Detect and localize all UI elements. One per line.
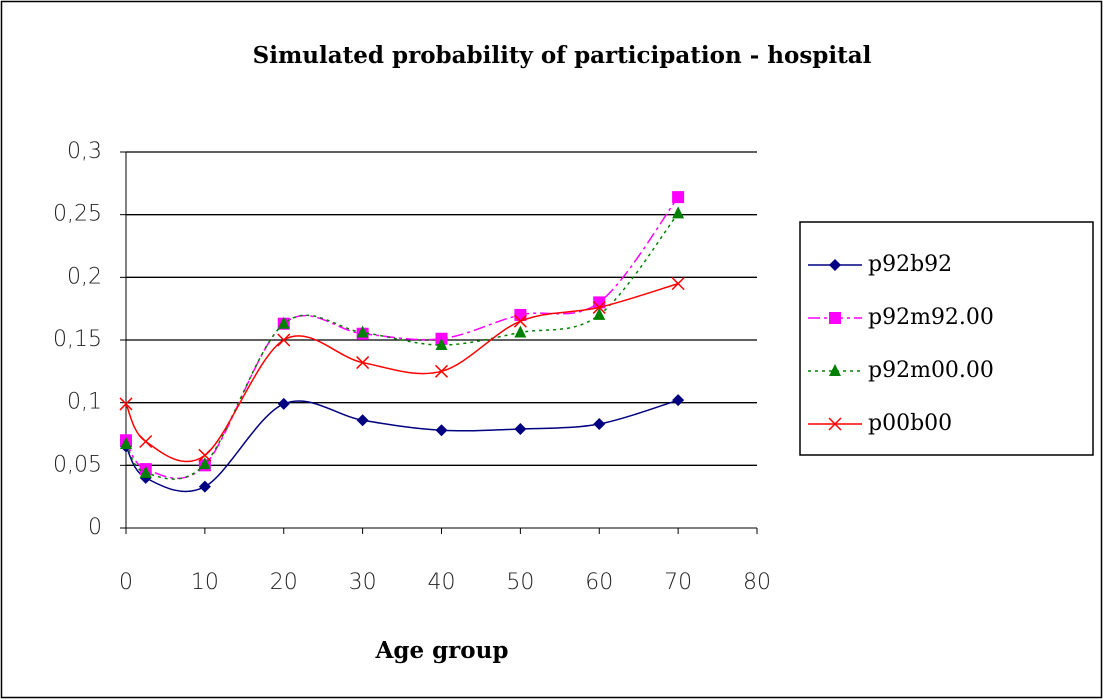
- marker: [277, 333, 291, 347]
- marker: [356, 356, 370, 370]
- marker: [593, 307, 606, 320]
- marker: [120, 437, 132, 450]
- x-axis-label: Age group: [375, 637, 509, 664]
- marker: [671, 277, 685, 291]
- marker: [198, 480, 211, 493]
- marker: [139, 434, 153, 449]
- marker: [828, 417, 842, 431]
- marker: [356, 325, 369, 338]
- marker: [198, 448, 212, 462]
- marker: [434, 364, 449, 378]
- marker: [277, 397, 290, 410]
- marker: [672, 394, 685, 407]
- marker: [119, 397, 133, 411]
- x-tick-label: 60: [585, 570, 613, 595]
- marker: [435, 424, 448, 437]
- marker: [277, 316, 290, 329]
- y-tick-label: 0,1: [67, 390, 102, 415]
- x-tick-label: 30: [349, 570, 377, 595]
- x-tick-label: 20: [270, 570, 298, 595]
- y-tick-label: 0,05: [53, 452, 102, 477]
- x-tick-label: 50: [506, 570, 534, 595]
- marker: [592, 300, 606, 314]
- marker: [672, 206, 685, 219]
- marker: [513, 314, 527, 328]
- x-tick-label: 40: [428, 570, 456, 595]
- marker: [829, 364, 841, 376]
- legend-label: p92b92: [868, 252, 952, 277]
- marker: [356, 414, 369, 427]
- marker: [139, 465, 152, 478]
- legend-label: p92m92.00: [868, 305, 994, 330]
- y-tick-label: 0,3: [67, 139, 102, 164]
- x-tick-label: 80: [743, 570, 771, 595]
- marker: [514, 325, 527, 338]
- marker: [829, 312, 841, 324]
- x-tick-label: 70: [664, 570, 692, 595]
- legend-label: p00b00: [868, 411, 952, 436]
- marker: [672, 191, 685, 204]
- marker: [593, 417, 606, 430]
- marker: [514, 422, 527, 435]
- legend-label: p92m00.00: [868, 358, 994, 383]
- marker: [829, 259, 841, 271]
- y-tick-label: 0,2: [67, 264, 102, 289]
- x-tick-label: 10: [191, 570, 219, 595]
- y-tick-label: 0,25: [53, 202, 102, 227]
- marker: [435, 338, 448, 351]
- chart-title: Simulated probability of participation -…: [253, 42, 872, 69]
- marker: [198, 457, 211, 470]
- y-tick-label: 0,15: [53, 327, 102, 352]
- y-tick-label: 0: [88, 515, 102, 540]
- legend-box: [799, 221, 1094, 456]
- x-tick-label: 0: [119, 570, 133, 595]
